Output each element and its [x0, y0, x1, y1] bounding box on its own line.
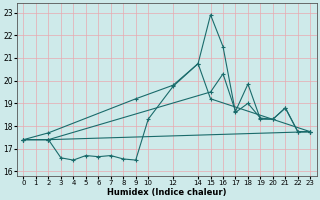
X-axis label: Humidex (Indice chaleur): Humidex (Indice chaleur) [107, 188, 227, 197]
